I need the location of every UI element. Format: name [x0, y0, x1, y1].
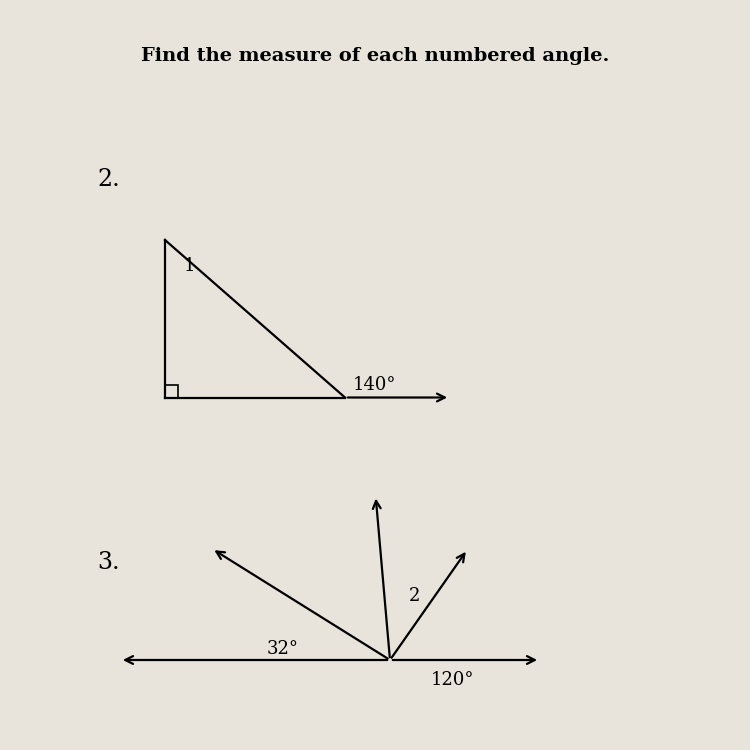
Text: 2.: 2.	[98, 169, 120, 191]
Text: 32°: 32°	[266, 640, 298, 658]
Text: 3.: 3.	[98, 551, 120, 574]
Text: 2: 2	[409, 587, 420, 605]
Bar	[165, 385, 178, 398]
Text: 1: 1	[184, 257, 195, 275]
Text: Find the measure of each numbered angle.: Find the measure of each numbered angle.	[141, 47, 609, 65]
Text: 140°: 140°	[352, 376, 396, 394]
Text: 120°: 120°	[431, 671, 475, 689]
